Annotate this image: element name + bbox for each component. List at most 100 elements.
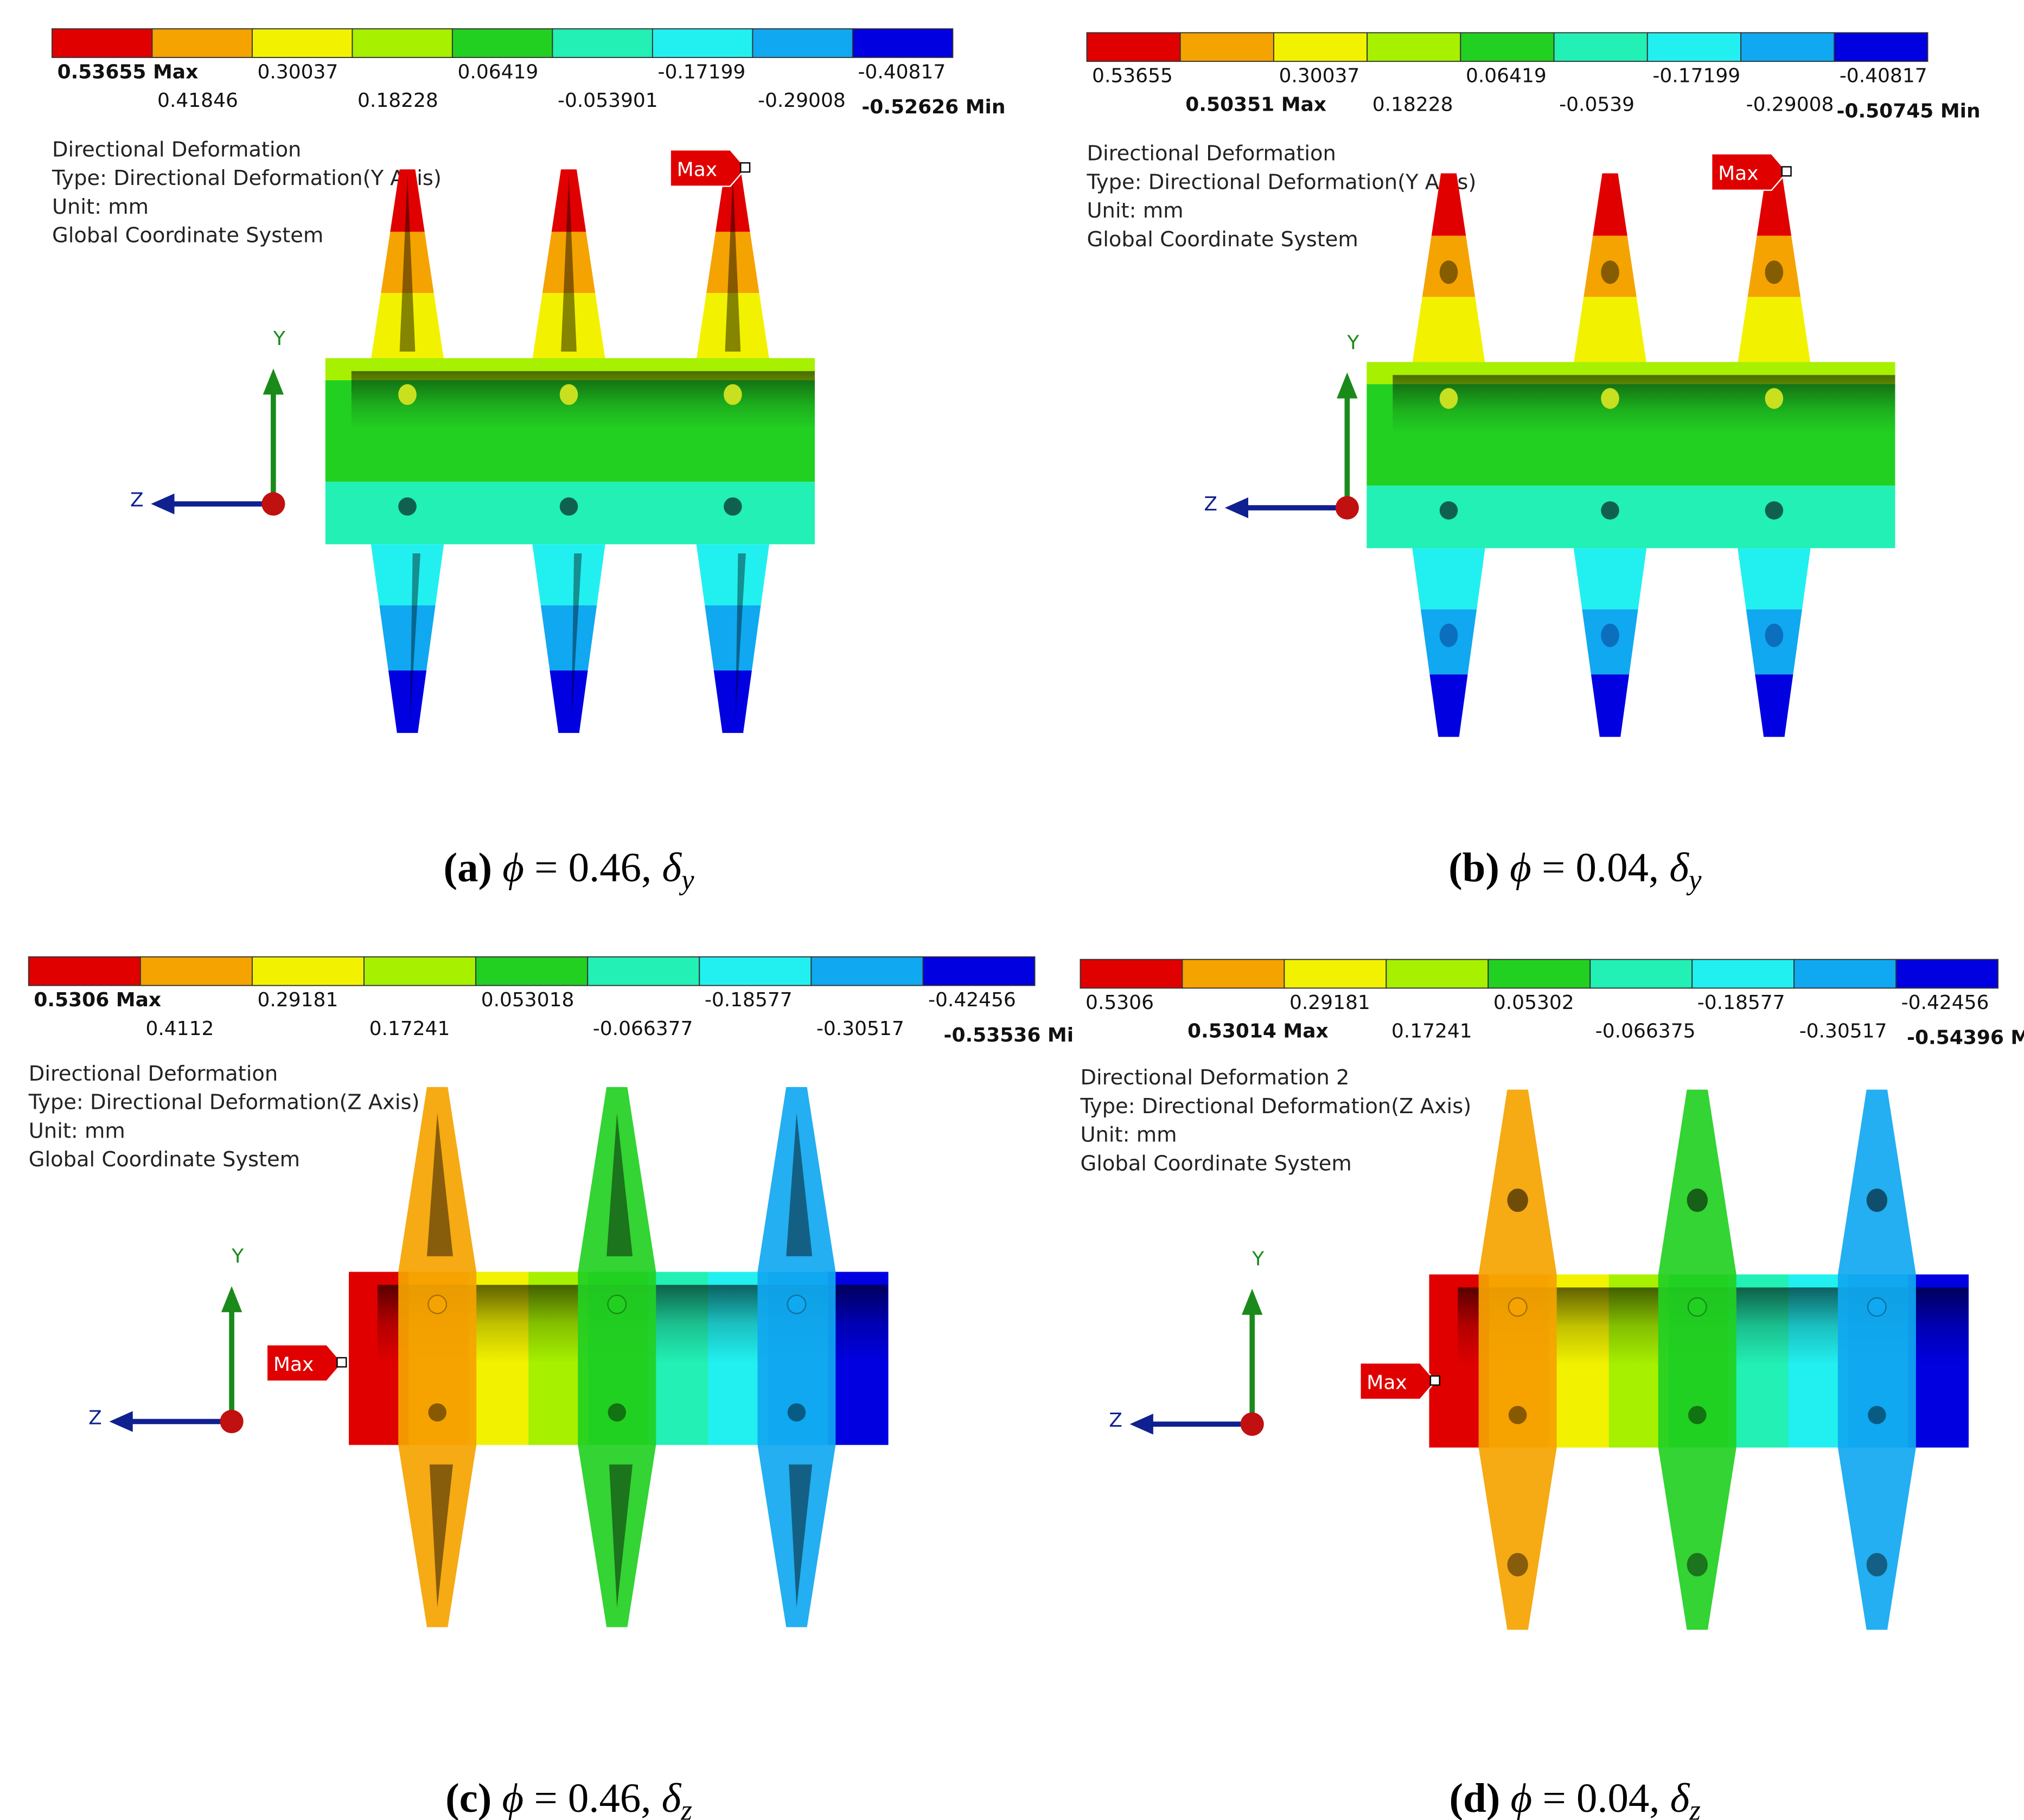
fin-shadow [609, 1464, 633, 1608]
legend-label: -0.40817 [1840, 65, 1927, 87]
caption: (c) ϕ = 0.46, δz [445, 1775, 692, 1820]
legend-label: -0.18577 [1697, 992, 1785, 1014]
legend-label: 0.30037 [1279, 65, 1360, 87]
hole [1601, 260, 1619, 284]
hole [1765, 388, 1784, 409]
caption-subscript: z [680, 1795, 692, 1820]
hole [787, 1403, 806, 1422]
legend-label: -0.30517 [816, 1018, 904, 1040]
y-arrow-head [1241, 1288, 1263, 1315]
legend-swatch [1646, 32, 1741, 62]
legend-label: -0.30517 [1799, 1020, 1887, 1043]
hole [787, 1294, 807, 1314]
origin [261, 492, 285, 516]
info-line: Directional Deformation 2 [1080, 1065, 1349, 1090]
hole [559, 497, 578, 516]
legend-swatch [1086, 32, 1181, 62]
z-arrow-head [151, 493, 175, 515]
caption-subscript: y [679, 864, 694, 896]
hole [607, 1294, 627, 1314]
info-line: Global Coordinate System [52, 223, 323, 248]
tag-label: Max [273, 1353, 314, 1376]
tag-anchor [1781, 166, 1792, 177]
max-tag: Max [1710, 153, 1792, 191]
spike-segment [1412, 548, 1485, 610]
legend-label: 0.29181 [258, 989, 339, 1011]
legend-swatch [552, 28, 653, 58]
hole [1866, 1553, 1888, 1576]
hole [1439, 623, 1458, 647]
fin [1658, 1089, 1736, 1630]
tag-shape [1710, 153, 1788, 191]
legend-label: 0.41846 [157, 90, 238, 112]
tag-anchor [1429, 1375, 1440, 1386]
hole [1687, 1297, 1707, 1317]
hole [1765, 623, 1784, 647]
y-axis-label: Y [273, 328, 286, 350]
legend-label: 0.5306 Max [34, 989, 161, 1011]
spike-segment [1738, 548, 1811, 610]
tag-label: Max [1718, 162, 1758, 184]
hole [1687, 1188, 1708, 1212]
legend-swatch [52, 28, 153, 58]
legend-swatch [1740, 32, 1835, 62]
legend-swatch [1273, 32, 1368, 62]
legend-swatch [151, 28, 253, 58]
origin [1240, 1412, 1264, 1436]
z-axis-label: Z [1204, 493, 1217, 515]
caption-symbol: ϕ [1511, 1775, 1533, 1820]
spike-segment [381, 232, 434, 293]
legend-swatch [451, 28, 553, 58]
y-arrow-head [1337, 372, 1358, 399]
legend-swatch [1080, 959, 1183, 989]
tag-label: Max [677, 158, 717, 181]
legend-label: 0.053018 [481, 989, 574, 1011]
spike-segment [388, 670, 427, 733]
fin [398, 1087, 477, 1627]
legend-swatch [1182, 959, 1285, 989]
hole [1868, 1406, 1886, 1425]
fin [1837, 1089, 1916, 1630]
hole [1507, 1188, 1528, 1212]
legend-label: 0.30037 [258, 61, 339, 83]
spike-segment [1573, 548, 1647, 610]
info-line: Directional Deformation [29, 1062, 278, 1086]
tag-shape [1359, 1362, 1437, 1400]
caption-value: = 0.46, [534, 1775, 651, 1820]
legend-swatch [1179, 32, 1274, 62]
legend-swatch [1553, 32, 1648, 62]
info-line: Unit: mm [52, 195, 149, 219]
model [1367, 173, 1895, 737]
hole [1687, 1553, 1708, 1576]
origin [1335, 496, 1359, 520]
model [1429, 1089, 1969, 1630]
z-arrow-head [1129, 1414, 1153, 1435]
legend-swatch [475, 956, 589, 986]
legend-label: -0.066375 [1595, 1020, 1696, 1043]
panel: 0.5306 Max 0.29181 0.053018 -0.18577 -0.4245… [28, 956, 1074, 1820]
legend-swatch [922, 956, 1036, 986]
coordinate-triad: YZ [130, 328, 286, 516]
spike-shadow [735, 553, 746, 723]
caption-symbol: ϕ [502, 845, 524, 891]
panel: 0.5306 0.29181 0.05302 -0.18577 -0.42456 0.53… [1080, 959, 2024, 1820]
legend-label: -0.066377 [593, 1018, 693, 1040]
caption-symbol: ϕ [1510, 845, 1531, 891]
legend-label: 0.17241 [1391, 1020, 1472, 1043]
cylinder-shade [1393, 375, 1895, 434]
spike-shadow [399, 176, 416, 352]
hole [1439, 501, 1458, 520]
info-line: Type: Directional Deformation(Y Axis) [1086, 170, 1476, 194]
info-line: Global Coordinate System [1080, 1151, 1351, 1176]
info-line: Unit: mm [29, 1119, 125, 1143]
info-line: Type: Directional Deformation(Z Axis) [28, 1090, 420, 1115]
hole [724, 384, 742, 405]
hole [724, 497, 742, 516]
hole [1439, 388, 1458, 409]
hole [1866, 1188, 1888, 1212]
spike-segment [390, 169, 425, 232]
fin-shadow [606, 1113, 633, 1256]
spike-segment [379, 605, 436, 671]
legend-swatch [810, 956, 924, 986]
panel: 0.53655 0.30037 0.06419 -0.17199 -0.40817 0.5… [1086, 32, 1981, 896]
